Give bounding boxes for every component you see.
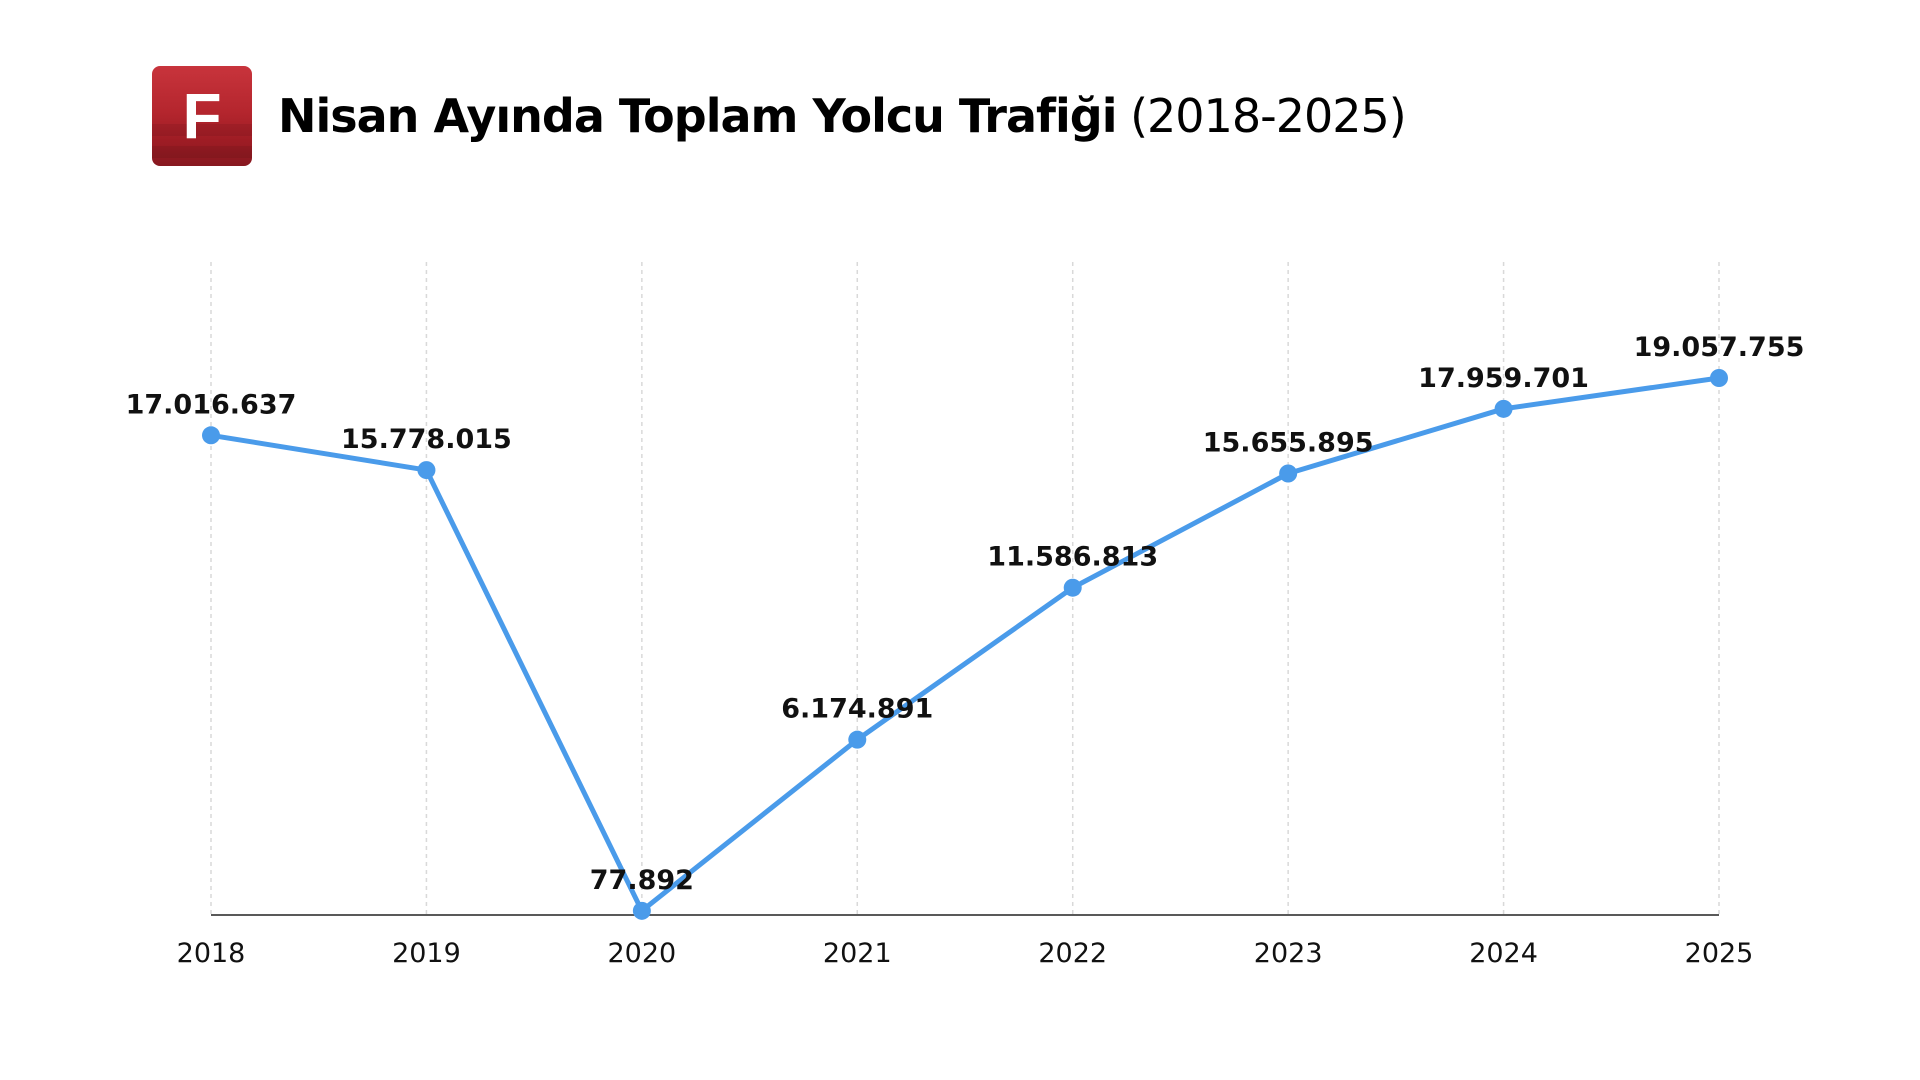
data-point-2025 — [1710, 369, 1728, 387]
x-tick-label-2023: 2023 — [1254, 938, 1323, 969]
chart-title-main: Nisan Ayında Toplam Yolcu Trafiği — [278, 89, 1117, 143]
x-tick-label-2018: 2018 — [177, 938, 246, 969]
data-label-2022: 11.586.813 — [987, 542, 1158, 573]
chart-header: F Nisan Ayında Toplam Yolcu Trafiği (201… — [152, 66, 1407, 166]
data-point-2019 — [417, 461, 436, 480]
data-label-2018: 17.016.637 — [126, 389, 297, 420]
data-point-2018 — [202, 426, 220, 445]
data-point-2022 — [1063, 578, 1082, 597]
data-point-2023 — [1279, 464, 1298, 483]
chart-title: Nisan Ayında Toplam Yolcu Trafiği (2018-… — [278, 89, 1407, 143]
data-label-2023: 15.655.895 — [1203, 427, 1374, 458]
x-tick-label-2019: 2019 — [392, 938, 461, 969]
data-label-2021: 6.174.891 — [781, 694, 933, 725]
data-label-2025: 19.057.755 — [1634, 332, 1805, 363]
x-tick-label-2024: 2024 — [1469, 938, 1538, 969]
data-point-2021 — [848, 730, 867, 749]
x-tick-label-2021: 2021 — [823, 938, 892, 969]
x-tick-label-2022: 2022 — [1038, 938, 1107, 969]
data-label-2019: 15.778.015 — [341, 424, 512, 455]
x-tick-label-2025: 2025 — [1685, 938, 1754, 969]
data-label-2024: 17.959.701 — [1418, 363, 1589, 394]
data-label-2020: 77.892 — [590, 865, 694, 896]
logo-letter: F — [182, 80, 222, 152]
x-tick-label-2020: 2020 — [607, 938, 676, 969]
chart-title-years: (2018-2025) — [1130, 89, 1407, 143]
data-point-2024 — [1494, 399, 1513, 418]
brand-logo: F — [152, 66, 252, 166]
data-point-2020 — [632, 901, 651, 920]
series-line — [208, 375, 1722, 914]
